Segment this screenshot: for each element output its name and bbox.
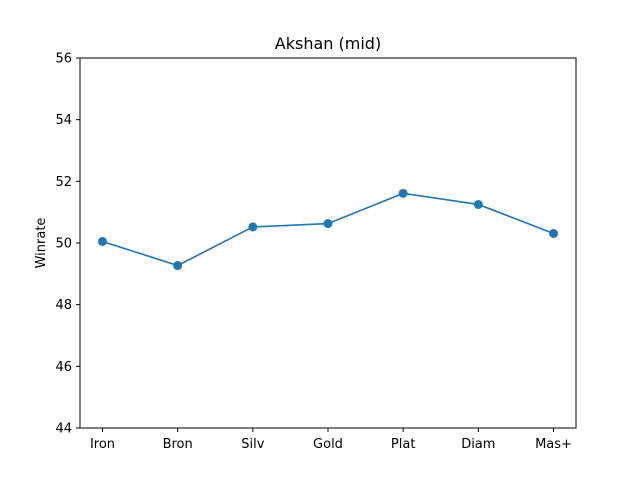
data-point <box>98 236 107 246</box>
y-tick-label: 44 <box>55 422 72 437</box>
data-point <box>473 199 483 209</box>
data-point <box>173 261 183 271</box>
x-tick-label: Bron <box>163 437 193 452</box>
x-tick-label: Gold <box>313 437 343 452</box>
data-point <box>323 219 333 229</box>
y-tick-label: 48 <box>55 298 72 313</box>
plot-frame <box>79 57 577 429</box>
x-tick-label: Diam <box>461 437 495 452</box>
x-tick-label: Plat <box>391 437 416 452</box>
y-axis-label: Winrate <box>34 218 49 269</box>
x-tick-label: Silv <box>241 437 264 452</box>
x-tick-label: Iron <box>90 437 115 452</box>
y-tick-label: 50 <box>55 237 72 252</box>
data-point <box>398 188 408 198</box>
y-tick-label: 56 <box>55 52 72 67</box>
x-axis-ticks: Iron Bron Silv Gold Plat Diam Mas+ <box>90 428 572 452</box>
data-point <box>248 222 258 232</box>
x-tick-label: Mas+ <box>535 437 572 452</box>
data-point <box>549 228 558 238</box>
series-layer <box>98 188 558 271</box>
y-tick-label: 46 <box>55 360 72 375</box>
y-tick-label: 52 <box>55 175 72 190</box>
y-axis-ticks: 44 46 48 50 52 54 56 <box>55 52 80 437</box>
y-tick-label: 54 <box>55 113 72 128</box>
chart-title: Akshan (mid) <box>275 34 381 53</box>
